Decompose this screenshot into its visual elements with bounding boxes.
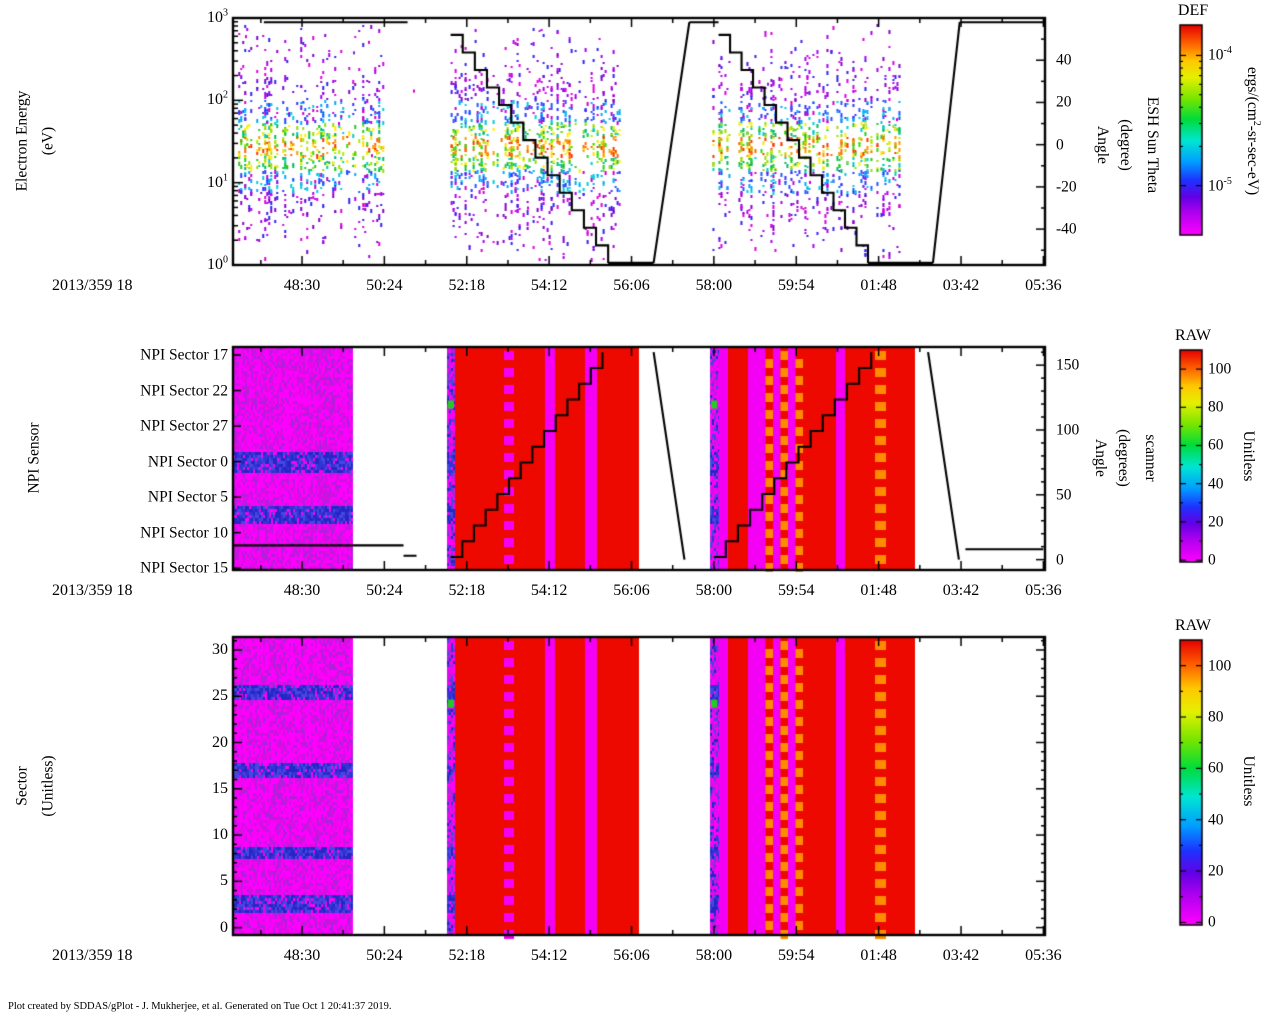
x-tick-label: 48:30: [283, 582, 321, 599]
x-axis-date-label: 2013/359 18: [52, 277, 133, 294]
panel1-y-tick-label: 100: [207, 254, 228, 273]
panel1-y-axis-title-line2: (eV): [39, 126, 57, 156]
panel1-right-axis-source-label: ESH Sun Theta: [1143, 96, 1161, 194]
panel1-y-axis-title-line1: Electron Energy: [13, 90, 31, 192]
panel3-colorbar-units: Unitless: [1239, 755, 1257, 807]
panel2-colorbar-title: RAW: [1174, 327, 1212, 344]
x-tick-label: 01:48: [860, 947, 897, 964]
x-axis-date-label: 2013/359 18: [52, 947, 133, 964]
panel2-row-label: NPI Sector 15: [140, 559, 228, 577]
colorbar-tick-label: 10-4: [1208, 45, 1232, 64]
x-tick-label: 58:00: [695, 277, 733, 294]
colorbar-tick-label: 20: [1208, 513, 1224, 531]
x-tick-label: 50:24: [366, 582, 403, 599]
colorbar-tick-label: 100: [1208, 360, 1232, 378]
x-tick-label: 59:54: [778, 582, 815, 599]
x-tick-label: 54:12: [530, 582, 568, 599]
x-tick-label: 05:36: [1025, 582, 1062, 599]
panel2-right-tick-label: 100: [1056, 421, 1080, 439]
panel1-right-tick-label: 0: [1056, 135, 1064, 153]
panel2-y-axis-title: NPI Sensor: [25, 422, 43, 494]
colorbar-tick-label: 60: [1208, 759, 1224, 777]
colorbar-tick-label: 60: [1208, 436, 1224, 454]
colorbar-tick-label: 40: [1208, 810, 1224, 828]
panel2-right-tick-label: 150: [1056, 356, 1080, 374]
colorbar-tick-label: 10-5: [1208, 175, 1232, 194]
panel2-right-axis-title-line2: (degrees): [1114, 429, 1132, 487]
colorbar-tick-label: 0: [1208, 913, 1216, 931]
x-axis-date-label: 2013/359 18: [52, 582, 133, 599]
panel3-y-axis-title-line2: (Unitless): [39, 755, 57, 817]
x-tick-label: 03:42: [942, 582, 980, 599]
x-tick-label: 58:00: [695, 582, 733, 599]
panel1-right-axis-title-line1: Angle: [1093, 126, 1111, 164]
panel1-y-tick-label: 103: [207, 7, 228, 26]
x-tick-label: 50:24: [366, 277, 403, 294]
panel2-row-label: NPI Sector 10: [140, 523, 228, 541]
panel2-right-axis-source-label: scanner: [1141, 434, 1159, 482]
panel3-y-tick-label: 5: [220, 872, 228, 890]
panel1-right-tick-label: -40: [1056, 220, 1077, 238]
panel1-right-tick-label: 20: [1056, 93, 1072, 111]
x-tick-label: 56:06: [613, 582, 650, 599]
colorbar-tick-label: 80: [1208, 708, 1224, 726]
panel3-y-tick-label: 15: [212, 779, 228, 797]
colorbar-tick-label: 80: [1208, 398, 1224, 416]
panel3-colorbar-title: RAW: [1174, 617, 1212, 634]
panel2-row-label: NPI Sector 0: [147, 452, 228, 470]
x-tick-label: 03:42: [942, 947, 980, 964]
panel3-y-tick-label: 30: [212, 640, 228, 658]
x-tick-label: 59:54: [778, 277, 815, 294]
panel1-right-axis-title-line2: (degree): [1116, 119, 1134, 171]
panel3-y-tick-label: 10: [212, 826, 228, 844]
colorbar-tick-label: 0: [1208, 551, 1216, 569]
x-tick-label: 01:48: [860, 277, 897, 294]
panel2-row-label: NPI Sector 22: [140, 381, 228, 399]
colorbar-tick-label: 100: [1208, 656, 1232, 674]
panel1-right-tick-label: -20: [1056, 178, 1077, 196]
colorbar-tick-label: 40: [1208, 474, 1224, 492]
panel3-y-tick-label: 0: [220, 918, 228, 936]
x-tick-label: 03:42: [942, 277, 980, 294]
x-tick-label: 56:06: [613, 277, 650, 294]
panel3-y-tick-label: 25: [212, 687, 228, 705]
panel1-y-tick-label: 101: [207, 172, 228, 191]
panel2-right-tick-label: 50: [1056, 486, 1072, 504]
x-tick-label: 05:36: [1025, 277, 1062, 294]
panel3-y-tick-label: 20: [212, 733, 228, 751]
colorbar-units-part: ergs/(cm: [1243, 66, 1261, 121]
panel2-colorbar-units: Unitless: [1239, 430, 1257, 482]
x-tick-label: 52:18: [448, 277, 485, 294]
panel2-row-label: NPI Sector 5: [147, 488, 228, 506]
plot-credit-footer: Plot created by SDDAS/gPlot - J. Mukherj…: [8, 1001, 392, 1012]
x-tick-label: 48:30: [283, 277, 321, 294]
x-tick-label: 54:12: [530, 277, 568, 294]
colorbar-tick-label: 20: [1208, 862, 1224, 880]
panel1-colorbar-units: ergs/(cm2-sr-sec-eV): [1243, 66, 1262, 196]
x-tick-label: 54:12: [530, 947, 568, 964]
panel1-right-tick-label: 40: [1056, 51, 1072, 69]
panel2-row-label: NPI Sector 27: [140, 417, 228, 435]
panel2-row-label: NPI Sector 17: [140, 346, 228, 364]
x-tick-label: 50:24: [366, 947, 403, 964]
x-tick-label: 48:30: [283, 947, 321, 964]
panel1-colorbar-title: DEF: [1177, 2, 1209, 19]
x-tick-label: 05:36: [1025, 947, 1062, 964]
x-tick-label: 58:00: [695, 947, 733, 964]
panel1-y-tick-label: 102: [207, 90, 228, 109]
x-tick-label: 52:18: [448, 582, 485, 599]
panel2-right-axis-title-line1: Angle: [1091, 439, 1109, 477]
x-tick-label: 52:18: [448, 947, 485, 964]
x-tick-label: 01:48: [860, 582, 897, 599]
x-tick-label: 56:06: [613, 947, 650, 964]
panel3-y-axis-title-line1: Sector: [13, 766, 31, 806]
x-tick-label: 59:54: [778, 947, 815, 964]
colorbar-units-part: -sr-sec-eV): [1243, 125, 1261, 196]
panel2-right-tick-label: 0: [1056, 550, 1064, 568]
